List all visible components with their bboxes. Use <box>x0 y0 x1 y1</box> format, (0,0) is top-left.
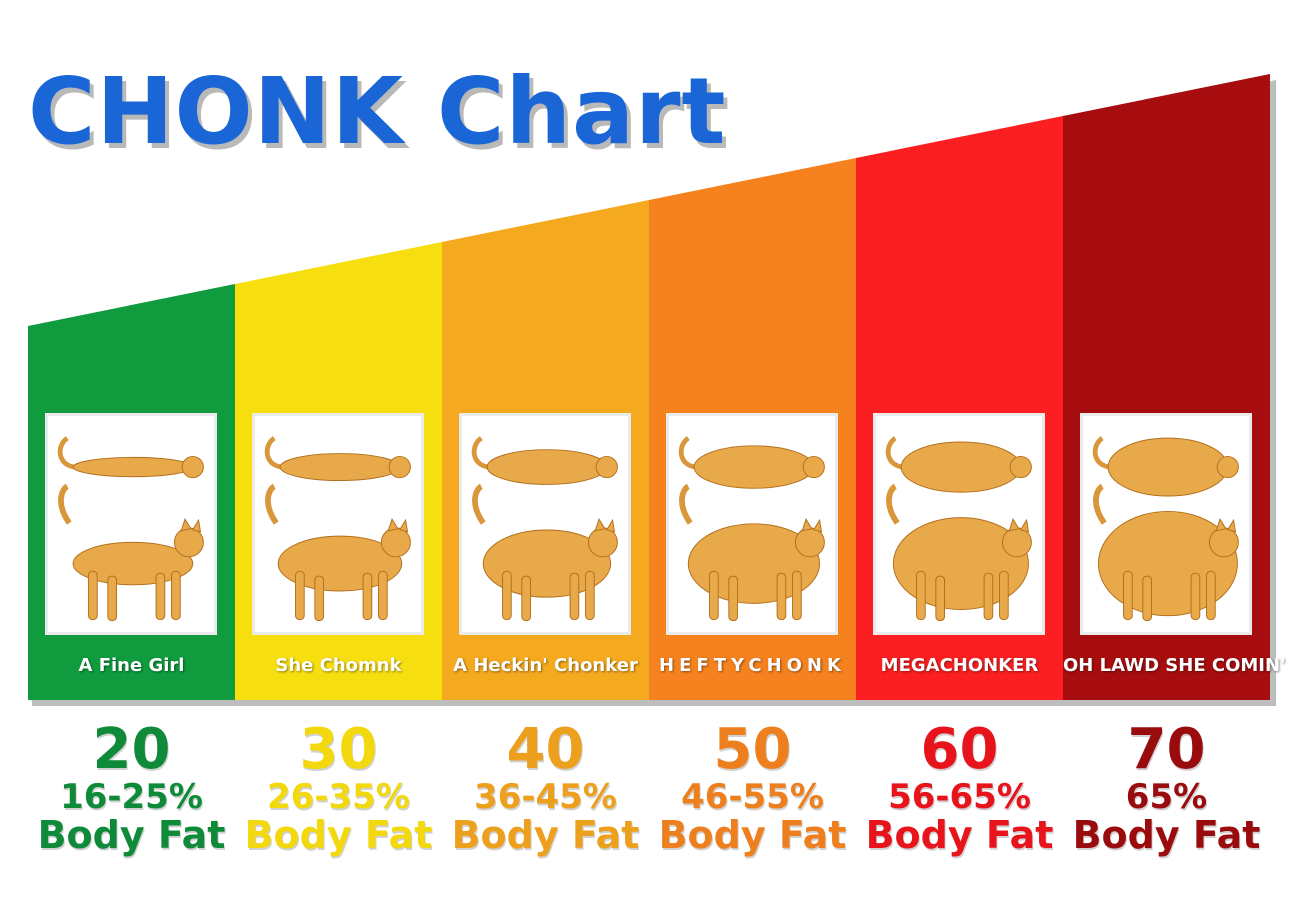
chonk-score: 50 <box>713 717 792 782</box>
body-fat-label: Body Fat <box>244 813 433 857</box>
cat-illustration <box>666 413 838 635</box>
category-label: She Chomnk <box>275 655 402 676</box>
body-fat-range: 65% <box>1125 777 1208 817</box>
category-stat: 70 65% Body Fat <box>1063 717 1270 857</box>
page-title: CHONK Chart <box>28 58 727 165</box>
category-stat: 50 46-55% Body Fat <box>649 717 856 857</box>
cat-illustration <box>252 413 424 635</box>
body-fat-range: 36-45% <box>474 777 617 817</box>
cat-icon <box>1092 436 1239 621</box>
body-fat-label: Body Fat <box>37 813 226 857</box>
body-fat-range: 16-25% <box>60 777 203 817</box>
body-fat-range: 26-35% <box>267 777 410 817</box>
body-fat-label: Body Fat <box>865 813 1054 857</box>
cat-illustration <box>45 413 217 635</box>
category-label: MEGACHONKER <box>880 655 1039 676</box>
category-label: A Heckin' Chonker <box>453 655 638 676</box>
cat-icon <box>885 436 1032 621</box>
category-stat: 60 56-65% Body Fat <box>856 717 1063 857</box>
chonk-score: 70 <box>1127 717 1206 782</box>
body-fat-label: Body Fat <box>658 813 847 857</box>
category-label: OH LAWD SHE COMIN' <box>1063 655 1286 676</box>
cat-icon <box>471 436 618 621</box>
cat-icon <box>57 436 204 621</box>
category-label: HEFTYCHONK <box>659 655 846 676</box>
category-stat: 30 26-35% Body Fat <box>235 717 442 857</box>
category-stat: 20 16-25% Body Fat <box>28 717 235 857</box>
category-label: A Fine Girl <box>78 655 185 676</box>
chonk-score: 20 <box>92 717 171 782</box>
cat-icon <box>678 436 825 621</box>
cat-icon <box>264 436 411 621</box>
category-stat: 40 36-45% Body Fat <box>442 717 649 857</box>
chonk-score: 30 <box>299 717 378 782</box>
body-fat-range: 56-65% <box>888 777 1031 817</box>
body-fat-range: 46-55% <box>681 777 824 817</box>
cat-illustration <box>1080 413 1252 635</box>
body-fat-label: Body Fat <box>451 813 640 857</box>
chonk-score: 40 <box>506 717 585 782</box>
cat-illustration <box>459 413 631 635</box>
chonk-score: 60 <box>920 717 999 782</box>
body-fat-label: Body Fat <box>1072 813 1261 857</box>
cat-illustration <box>873 413 1045 635</box>
